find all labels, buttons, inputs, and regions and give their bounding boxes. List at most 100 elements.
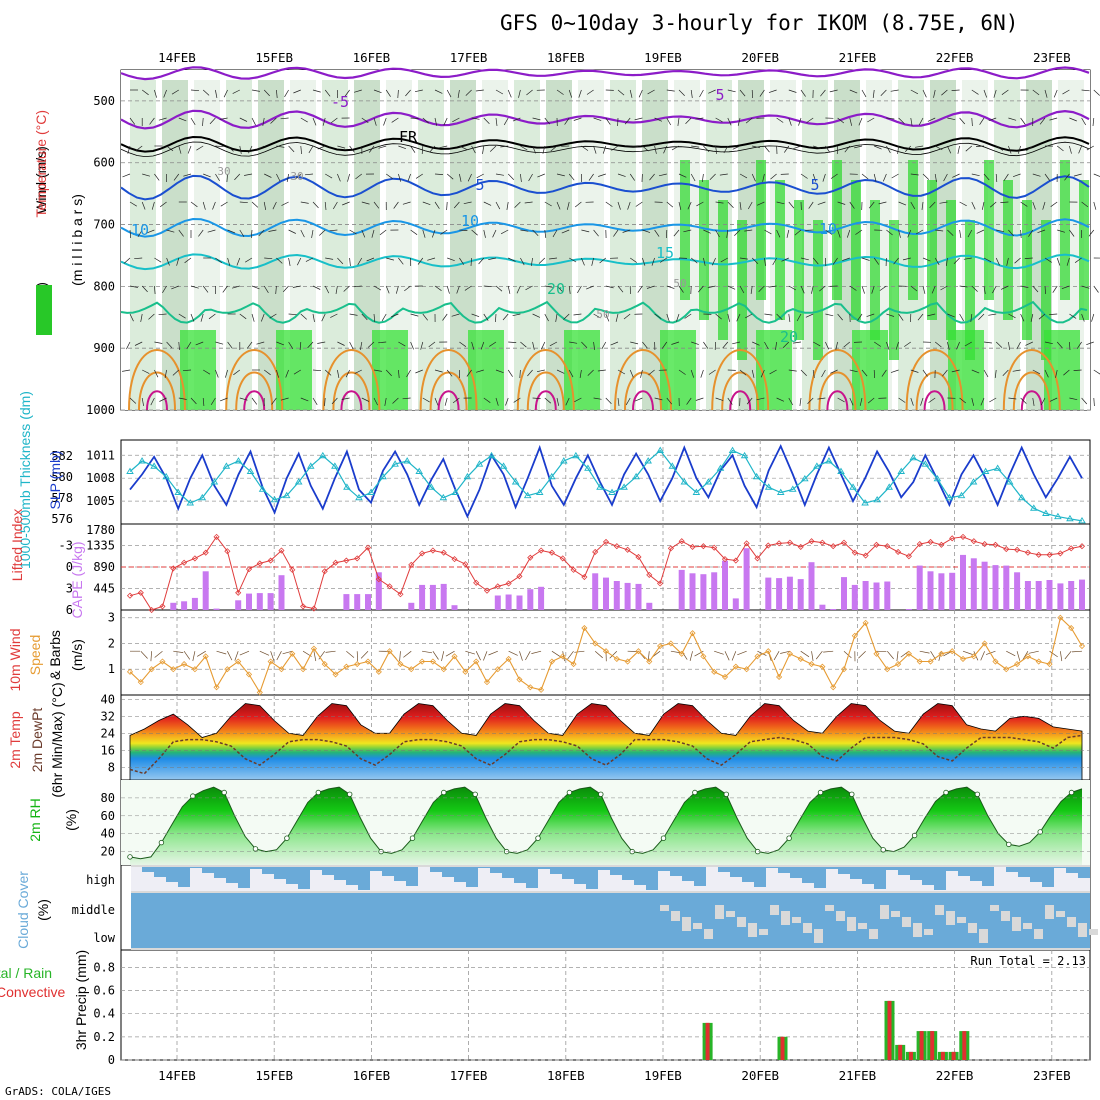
- wind-barb: [354, 369, 362, 374]
- cape-bar: [181, 601, 188, 610]
- wind-barb: [971, 173, 980, 177]
- wind-barb: [508, 257, 516, 262]
- wind-barb: [532, 313, 541, 318]
- wind-barb: [835, 341, 838, 350]
- wind-barb: [593, 229, 599, 237]
- wind-barb: [1093, 369, 1100, 375]
- li-tick: 3: [66, 582, 73, 596]
- wind-barb: [190, 89, 200, 92]
- wind-barb: [654, 145, 657, 154]
- wind-barb: [776, 117, 784, 123]
- wind-barb: [507, 285, 511, 294]
- wind-barb: [190, 397, 197, 405]
- rh-tick: 40: [101, 827, 115, 841]
- wind-barb: [940, 285, 948, 291]
- wind-point: [970, 653, 977, 660]
- wind-barb: [676, 313, 680, 322]
- wind-barb: [410, 341, 414, 350]
- thickness-point: [945, 493, 954, 501]
- wind-barb: [800, 650, 810, 658]
- wind-barb: [849, 117, 853, 126]
- thickness-point: [921, 460, 930, 467]
- wind-point: [419, 658, 426, 665]
- li-point: [408, 561, 415, 568]
- pressure-tick: 700: [93, 218, 115, 232]
- wind-barb: [178, 341, 180, 351]
- wind-barb: [220, 201, 228, 207]
- temp-contour: [120, 66, 1090, 81]
- li-tick: 0: [66, 560, 73, 574]
- li-point: [624, 546, 631, 553]
- wind-barb: [507, 369, 513, 377]
- wind-barb: [215, 145, 224, 148]
- cape-bar: [808, 562, 815, 610]
- cloud-level-label: low: [93, 931, 115, 945]
- wind-barb: [1008, 229, 1014, 237]
- wind-barb: [959, 201, 967, 207]
- thickness-point: [1017, 493, 1026, 501]
- wind-barb: [967, 229, 973, 238]
- wind-barb: [135, 145, 143, 152]
- wind-barb: [568, 173, 575, 181]
- thickness-point: [258, 485, 267, 492]
- wind-barb: [760, 369, 765, 378]
- cape-bar: [429, 584, 436, 610]
- wind-barb: [353, 285, 362, 288]
- wind-barb: [276, 341, 285, 346]
- cloud-high-bar: [1078, 867, 1090, 878]
- wind-barb: [642, 341, 648, 349]
- wind-barb: [134, 341, 143, 346]
- date-label: 15FEB: [255, 1068, 293, 1083]
- wind-point: [1078, 642, 1086, 650]
- thickness-point: [451, 488, 460, 495]
- wind-barb: [126, 341, 131, 350]
- wind-barb: [727, 313, 730, 322]
- wind-barb: [837, 229, 841, 238]
- thickness-point: [306, 462, 315, 469]
- rh-tick: 20: [101, 845, 115, 859]
- temp-contour-25: [526, 371, 565, 411]
- wind-barb: [1044, 341, 1053, 345]
- cape-bar: [689, 573, 696, 610]
- side-label-precip-unit: 3hr Precip (mm): [73, 950, 89, 1050]
- wind-point: [981, 640, 988, 647]
- wind-point: [343, 663, 350, 670]
- wind-barb: [140, 313, 143, 322]
- wind-barb: [788, 369, 797, 372]
- wind-point: [581, 624, 588, 632]
- thickness-point: [837, 467, 845, 474]
- li-series: [129, 536, 1083, 611]
- rh-shade: [418, 80, 444, 410]
- wind-barb: [1081, 285, 1090, 289]
- wind-barb: [373, 201, 380, 209]
- cloud-high-bar: [346, 867, 358, 885]
- thickness-point: [957, 491, 966, 499]
- thickness-point: [282, 491, 291, 499]
- wind-barb: [609, 650, 618, 659]
- wind-barb: [158, 313, 167, 316]
- wind-barb: [951, 369, 960, 373]
- wind-barb: [568, 369, 574, 378]
- cape-bar: [538, 586, 545, 610]
- cloud-high-bar: [334, 867, 346, 880]
- wind-barb: [699, 89, 704, 98]
- li-point: [1068, 545, 1075, 552]
- li-point: [646, 571, 653, 578]
- wind-barb: [849, 285, 857, 291]
- wind-point: [235, 658, 242, 665]
- wind-point: [559, 653, 566, 660]
- cloud-midlow-bar: [131, 893, 1090, 948]
- wind-point: [170, 666, 177, 673]
- wind-point: [451, 653, 458, 660]
- cape-bar: [938, 573, 945, 610]
- li-tick: 6: [66, 603, 73, 617]
- cape-bar: [711, 572, 718, 610]
- slp-tick: 1011: [86, 448, 115, 462]
- rh-high: [984, 160, 994, 300]
- temp-contour-25: [419, 349, 478, 411]
- wind-barb: [947, 229, 954, 236]
- li-point: [938, 541, 945, 548]
- cloud-gap: [770, 905, 779, 915]
- thickness-point: [499, 462, 508, 469]
- thickness-point: [186, 499, 195, 506]
